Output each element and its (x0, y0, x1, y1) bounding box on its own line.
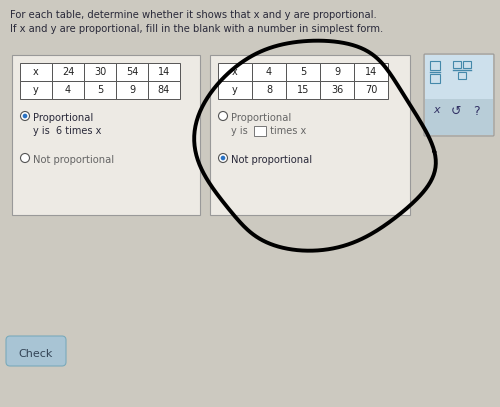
Bar (430, 74, 440, 83)
Circle shape (22, 114, 28, 118)
Text: 4: 4 (65, 85, 71, 95)
Bar (218, 63, 252, 81)
Bar (252, 63, 286, 81)
Bar (458, 72, 466, 79)
Text: Proportional: Proportional (33, 113, 93, 123)
FancyBboxPatch shape (210, 55, 410, 215)
Bar (116, 81, 148, 99)
Text: 5: 5 (300, 67, 306, 77)
Bar (320, 63, 354, 81)
Text: Not proportional: Not proportional (33, 155, 114, 165)
Text: ?: ? (473, 105, 480, 118)
Text: 14: 14 (365, 67, 377, 77)
Bar (320, 81, 354, 99)
Text: 8: 8 (266, 85, 272, 95)
Circle shape (20, 112, 30, 120)
Bar (252, 81, 286, 99)
Text: 15: 15 (297, 85, 309, 95)
Bar (218, 81, 252, 99)
Text: x: x (433, 105, 440, 115)
Text: 9: 9 (334, 67, 340, 77)
FancyBboxPatch shape (6, 336, 66, 366)
Bar (52, 63, 84, 81)
FancyBboxPatch shape (12, 55, 200, 215)
Bar (453, 61, 461, 68)
Text: 24: 24 (62, 67, 74, 77)
FancyBboxPatch shape (425, 55, 493, 99)
Text: 54: 54 (126, 67, 138, 77)
Text: 4: 4 (266, 67, 272, 77)
Text: Proportional: Proportional (231, 113, 291, 123)
Circle shape (20, 153, 30, 162)
Circle shape (218, 112, 228, 120)
Text: Check: Check (19, 349, 53, 359)
Bar (354, 81, 388, 99)
Bar (116, 63, 148, 81)
Text: 30: 30 (94, 67, 106, 77)
Bar (84, 63, 116, 81)
Text: 36: 36 (331, 85, 343, 95)
Text: y: y (33, 85, 39, 95)
Text: y is: y is (231, 126, 251, 136)
Text: 14: 14 (158, 67, 170, 77)
Bar (84, 81, 116, 99)
Bar (254, 126, 266, 136)
Bar (20, 63, 52, 81)
Bar (463, 61, 471, 68)
Text: If x and y are proportional, fill in the blank with a number in simplest form.: If x and y are proportional, fill in the… (10, 24, 384, 34)
Text: x: x (33, 67, 39, 77)
Circle shape (220, 155, 226, 160)
Text: For each table, determine whether it shows that x and y are proportional.: For each table, determine whether it sho… (10, 10, 377, 20)
Bar (52, 81, 84, 99)
Text: x: x (232, 67, 238, 77)
Bar (286, 63, 320, 81)
Text: 84: 84 (158, 85, 170, 95)
Bar (148, 81, 180, 99)
Bar (286, 81, 320, 99)
Bar (354, 63, 388, 81)
Text: y is  6 times x: y is 6 times x (33, 126, 102, 136)
Text: 9: 9 (129, 85, 135, 95)
Text: y: y (232, 85, 238, 95)
Text: ↺: ↺ (451, 105, 462, 118)
Text: Not proportional: Not proportional (231, 155, 312, 165)
Bar (20, 81, 52, 99)
Bar (148, 63, 180, 81)
Bar (430, 61, 440, 70)
Text: 5: 5 (97, 85, 103, 95)
FancyBboxPatch shape (425, 99, 493, 135)
Text: 70: 70 (365, 85, 377, 95)
Text: times x: times x (267, 126, 306, 136)
Circle shape (218, 153, 228, 162)
